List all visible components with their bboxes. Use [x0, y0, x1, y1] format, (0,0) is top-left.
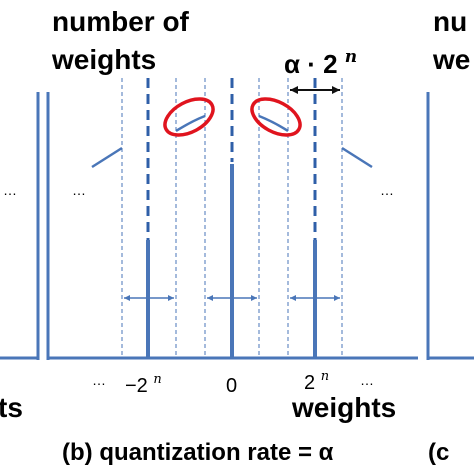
curve-right-peak [258, 114, 289, 133]
tick-label-neg-base: −2 [125, 375, 148, 397]
tick-label-pos-base: 2 [304, 372, 315, 394]
highlight-left [163, 97, 215, 137]
tick-ellipsis-left: … [92, 372, 106, 388]
tick-label-pos: 2 n [304, 369, 329, 394]
curve-right-tail [341, 146, 373, 169]
panel-c-y-label-fragment2: we [432, 44, 470, 75]
tick-label-neg: −2 n [125, 372, 162, 397]
tick-label-pos-exp: n [321, 369, 329, 384]
tick-ellipsis-right: … [360, 372, 374, 388]
step-size-alpha: α · 2 [284, 49, 338, 79]
step-size-label: α · 2 n [284, 47, 357, 79]
highlight-ellipses [163, 97, 302, 137]
ellipsis-left: … [72, 182, 86, 198]
panel-a-ellipsis: … [3, 182, 17, 198]
interval-boundaries [121, 78, 343, 358]
panel-c-partial: nu we (c [426, 6, 474, 466]
level-lines [146, 78, 317, 240]
x-axis-label: weights [291, 392, 396, 423]
curve-left-tail [91, 146, 123, 169]
panel-a-partial: … ts [0, 92, 40, 423]
highlight-right [250, 97, 302, 137]
y-axis-label-line1: number of [52, 6, 190, 37]
tick-label-zero: 0 [226, 375, 237, 397]
curve-left-peak [175, 114, 206, 133]
tick-label-neg-exp: n [153, 372, 161, 387]
step-size-exponent: n [345, 47, 357, 67]
panel-c-y-label-fragment1: nu [433, 6, 467, 37]
ellipsis-right: … [380, 182, 394, 198]
distribution-curve [91, 114, 373, 169]
panel-c-caption-fragment: (c [428, 439, 449, 466]
quantized-bars [146, 164, 317, 358]
panel-b-caption: (b) quantization rate = α [62, 439, 334, 466]
panel-a-x-label-fragment: ts [0, 392, 23, 423]
panel-b: number of weights [46, 6, 418, 466]
y-axis-label-line2: weights [51, 44, 156, 75]
